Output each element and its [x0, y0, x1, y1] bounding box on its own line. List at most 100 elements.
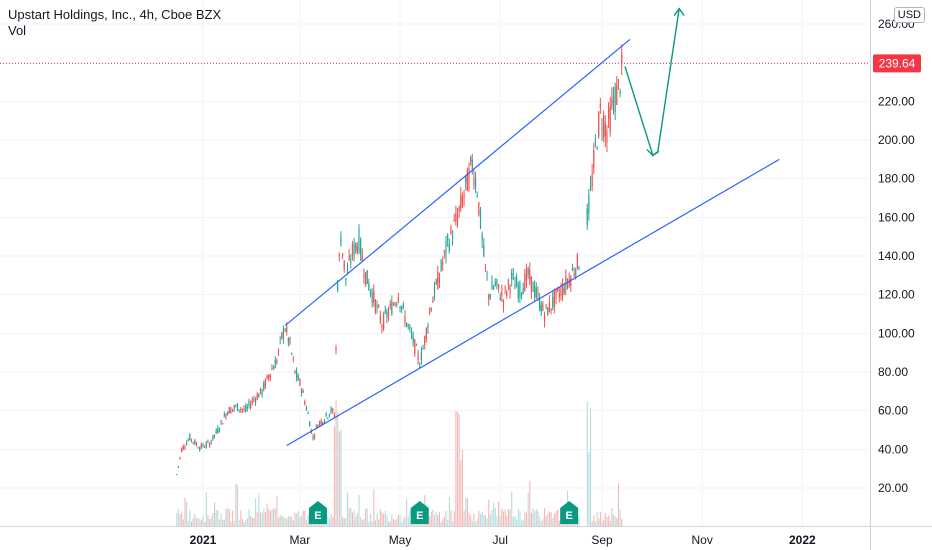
- candle-body: [300, 389, 303, 393]
- trendline-upper-channel: [284, 39, 631, 327]
- volume-indicator-label[interactable]: Vol: [8, 23, 27, 38]
- x-tick-label: 2021: [190, 533, 217, 547]
- volume-bar: [378, 519, 380, 526]
- candle-body: [448, 243, 450, 251]
- volume-bar: [614, 516, 616, 526]
- volume-bar: [294, 512, 296, 526]
- candle-body: [576, 253, 578, 269]
- candle-body: [363, 274, 365, 277]
- candle-body: [227, 412, 229, 415]
- volume-bar: [396, 518, 398, 526]
- volume-bar: [550, 512, 552, 526]
- volume-bar: [181, 511, 183, 526]
- candle-body: [483, 245, 485, 257]
- candle-body: [269, 374, 271, 378]
- volume-bar: [276, 496, 278, 526]
- volume-bar: [534, 511, 536, 526]
- candle-body: [364, 272, 367, 286]
- volume-bar: [517, 508, 519, 526]
- candle-body: [335, 347, 337, 350]
- volume-bar: [434, 514, 436, 526]
- volume-bar: [603, 520, 605, 526]
- candle-body: [309, 422, 311, 427]
- candle-body: [315, 425, 317, 427]
- candle-body: [320, 420, 322, 425]
- candle-body: [192, 441, 194, 443]
- volume-bar: [304, 510, 306, 526]
- candle-body: [235, 405, 237, 407]
- current-price-label: 239.64: [879, 56, 916, 70]
- volume-bar: [448, 497, 450, 526]
- y-tick-label: 200.00: [878, 133, 915, 147]
- volume-bar: [305, 519, 308, 526]
- volume-bar: [307, 515, 309, 526]
- candle-body: [517, 287, 519, 298]
- volume-bar: [488, 499, 490, 526]
- candle-body: [494, 281, 496, 286]
- earnings-label: E: [314, 510, 321, 522]
- candle-body: [230, 408, 232, 414]
- y-tick-label: 140.00: [878, 249, 915, 263]
- volume-bar: [552, 518, 554, 526]
- candle-body: [240, 408, 242, 410]
- candle-body: [432, 300, 434, 303]
- volume-bar: [447, 519, 449, 526]
- volume-bar: [230, 521, 232, 526]
- candle-body: [258, 394, 260, 398]
- candle-body: [243, 408, 245, 410]
- volume-bar: [616, 518, 618, 526]
- volume-bar: [179, 514, 181, 526]
- volume-bar: [557, 509, 559, 526]
- candle-body: [195, 443, 198, 445]
- volume-bar: [486, 518, 488, 526]
- volume-bar: [273, 508, 275, 526]
- candle-body: [304, 401, 306, 405]
- volume-bar: [496, 516, 498, 526]
- x-tick-label: Sep: [591, 533, 613, 547]
- candle-body: [594, 139, 597, 142]
- volume-bar: [356, 513, 358, 526]
- volume-bar: [222, 519, 224, 526]
- volume-bar: [502, 511, 505, 526]
- candle-body: [305, 407, 308, 411]
- volume-bar: [292, 520, 294, 526]
- candle-body: [415, 344, 418, 346]
- candle-body: [493, 286, 495, 290]
- volume-bar: [266, 503, 268, 526]
- candle-body: [491, 282, 493, 290]
- candle-body: [384, 310, 386, 313]
- candle-body: [619, 90, 621, 94]
- earnings-marker: [410, 501, 429, 524]
- volume-bar: [555, 511, 557, 526]
- volume-bar: [369, 513, 372, 526]
- candle-body: [468, 167, 470, 190]
- candle-body: [545, 304, 547, 307]
- volume-bar: [200, 519, 202, 526]
- y-tick-label: 80.00: [878, 365, 908, 379]
- currency-button[interactable]: USD: [893, 7, 925, 23]
- candle-body: [557, 287, 559, 291]
- candle-body: [225, 413, 227, 418]
- volume-bar: [429, 516, 431, 526]
- volume-bar: [184, 497, 186, 526]
- volume-bar: [392, 519, 395, 526]
- candle-body: [571, 268, 574, 271]
- candle-body: [233, 405, 235, 409]
- candle-body: [246, 406, 248, 409]
- volume-bar: [525, 512, 528, 526]
- candle-body: [601, 127, 603, 130]
- volume-bar: [328, 518, 331, 526]
- volume-bar: [268, 508, 270, 526]
- candle-body: [389, 304, 391, 306]
- candle-body: [445, 241, 447, 256]
- volume-bar: [379, 509, 381, 526]
- volume-bar: [291, 517, 293, 526]
- candle-body: [378, 305, 380, 307]
- candle-body: [286, 326, 288, 332]
- candle-body: [215, 429, 217, 434]
- candle-body: [530, 276, 532, 293]
- candle-body: [253, 399, 255, 401]
- candle-body: [414, 339, 416, 354]
- volume-bar: [227, 508, 229, 526]
